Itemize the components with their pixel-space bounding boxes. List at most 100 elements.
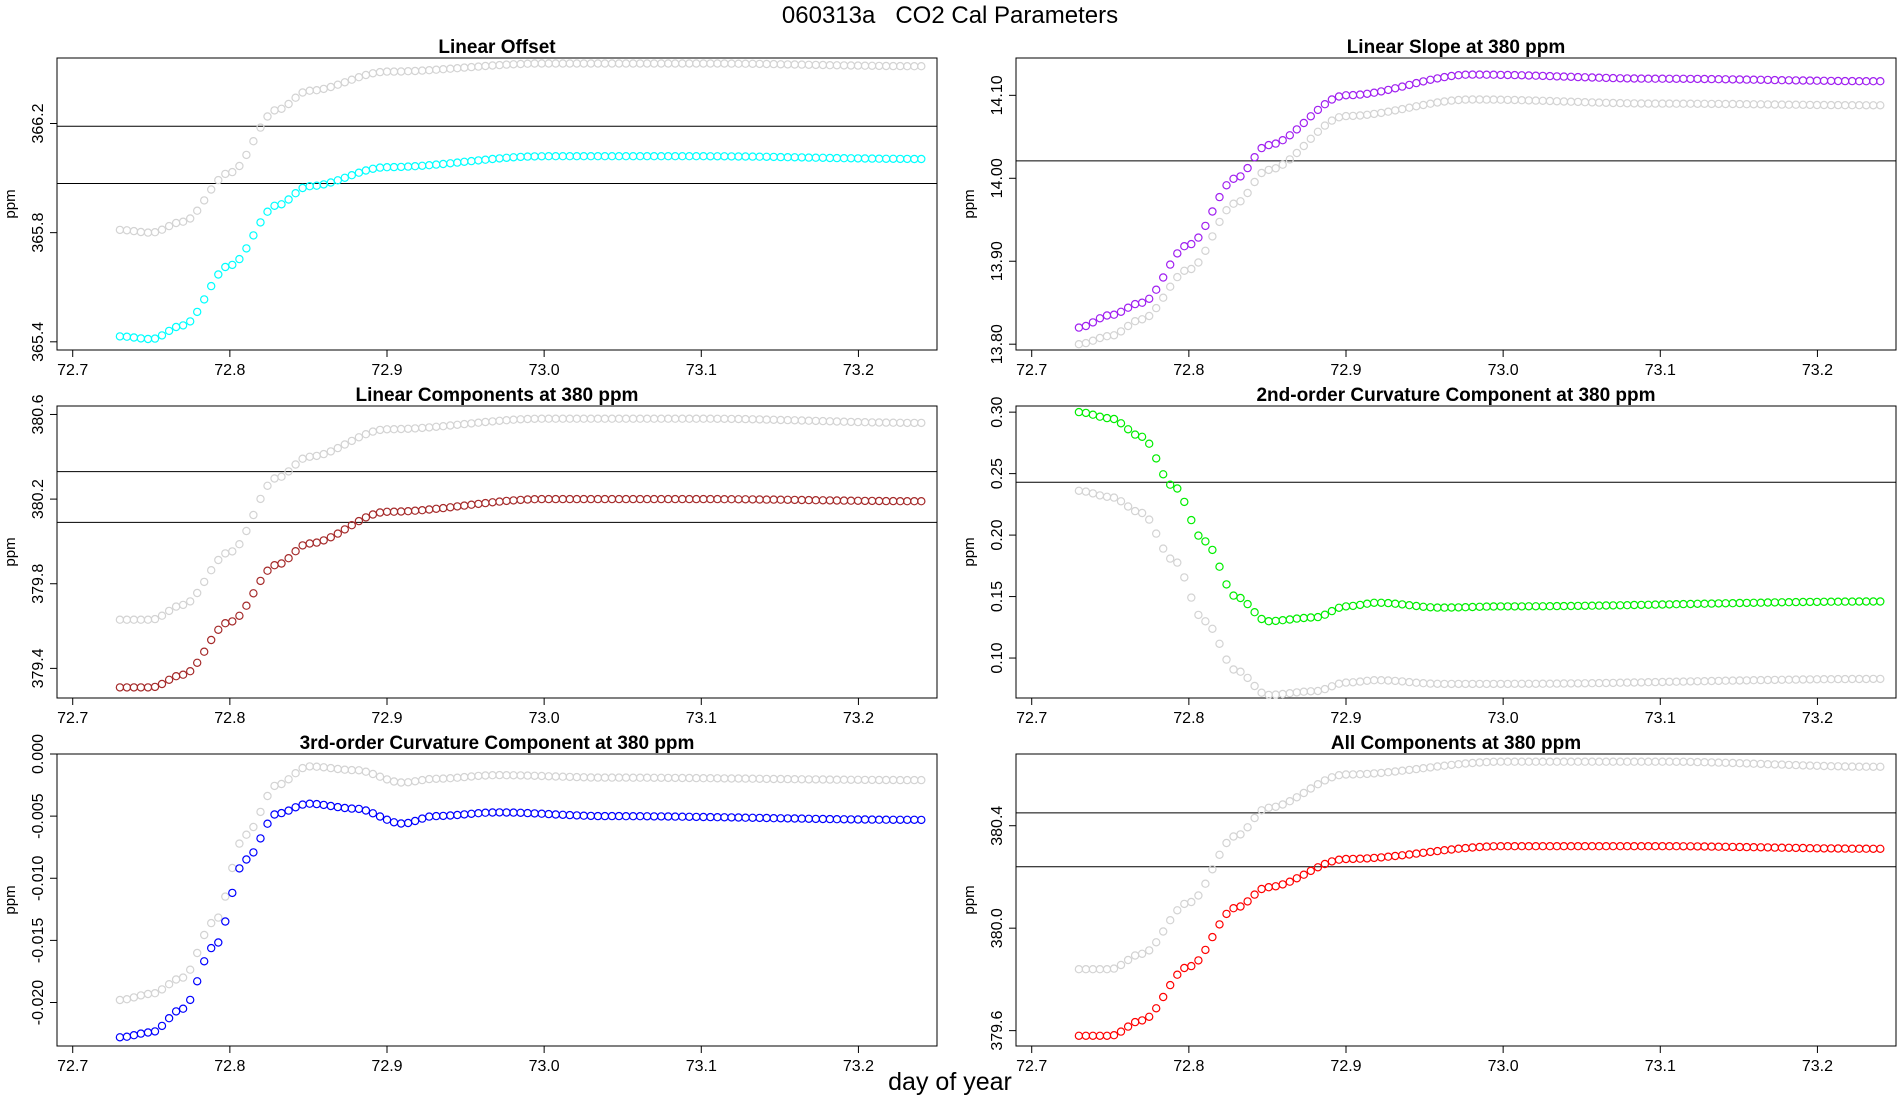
data-point <box>748 495 757 504</box>
data-point <box>361 806 371 815</box>
data-point <box>1320 684 1330 694</box>
data-point <box>1299 788 1309 798</box>
data-point <box>734 414 743 424</box>
data-point <box>881 815 891 824</box>
data-point <box>1102 492 1112 501</box>
data-point <box>1629 757 1639 766</box>
data-point <box>1707 74 1716 84</box>
data-point <box>1362 599 1372 608</box>
data-point <box>157 225 167 234</box>
data-point <box>1264 803 1273 813</box>
data-point <box>614 811 624 821</box>
data-point <box>720 414 729 423</box>
data-point <box>340 78 349 87</box>
data-point <box>1742 842 1751 852</box>
data-point <box>502 771 511 780</box>
data-point <box>1770 598 1780 607</box>
data-point <box>1531 757 1541 766</box>
data-point <box>495 60 504 70</box>
data-point <box>1594 678 1604 688</box>
data-point <box>403 66 413 76</box>
data-point <box>425 505 434 514</box>
data-point <box>1510 70 1519 80</box>
data-point <box>621 414 631 423</box>
data-point <box>896 154 905 164</box>
data-point <box>1426 847 1435 857</box>
data-point <box>755 59 764 69</box>
data-point <box>839 496 849 505</box>
data-point <box>1826 762 1836 771</box>
data-point <box>312 85 321 95</box>
y-tick-label: 380.0 <box>989 908 1006 948</box>
data-point <box>685 59 694 68</box>
data-point <box>122 683 132 692</box>
data-point <box>762 59 771 69</box>
data-point <box>403 507 413 516</box>
data-point <box>600 414 610 423</box>
data-point <box>614 414 624 423</box>
data-point <box>1608 678 1618 688</box>
data-point <box>263 791 272 801</box>
data-point <box>446 811 455 820</box>
data-point <box>1622 601 1632 610</box>
data-point <box>1257 806 1266 815</box>
data-point <box>1313 863 1323 872</box>
data-point <box>1489 757 1498 767</box>
data-point <box>621 773 631 782</box>
data-point <box>1629 842 1639 851</box>
data-point <box>136 683 146 692</box>
data-point <box>1088 318 1098 327</box>
data-point <box>1503 70 1512 80</box>
data-point <box>228 863 237 873</box>
data-point <box>1201 537 1210 546</box>
data-point <box>755 415 764 424</box>
data-point <box>607 414 617 423</box>
data-point <box>1861 101 1871 110</box>
data-point <box>143 989 153 999</box>
data-point <box>1109 1030 1119 1040</box>
data-point <box>129 993 139 1002</box>
data-point <box>206 281 216 291</box>
data-point <box>129 1030 139 1040</box>
data-point <box>903 154 912 164</box>
data-point <box>1538 71 1548 81</box>
series-reference <box>1074 95 1885 349</box>
data-point <box>1243 897 1252 906</box>
data-point <box>284 195 293 204</box>
data-point <box>1686 842 1695 851</box>
data-point <box>354 766 364 775</box>
data-point <box>762 774 771 784</box>
data-point <box>530 771 539 781</box>
data-point <box>1369 598 1379 608</box>
data-point <box>1074 965 1084 974</box>
series-red <box>1074 842 1885 1041</box>
data-point <box>1686 599 1695 609</box>
data-point <box>474 809 483 818</box>
data-point <box>1847 762 1857 771</box>
data-point <box>664 414 673 423</box>
data-point <box>671 812 680 821</box>
data-point <box>1749 100 1758 109</box>
data-point <box>1173 970 1182 979</box>
data-point <box>361 430 371 439</box>
data-point <box>762 813 771 823</box>
data-point <box>1651 99 1660 108</box>
data-point <box>1707 758 1716 767</box>
data-point <box>1165 980 1175 990</box>
x-tick-label: 72.8 <box>214 1058 245 1075</box>
data-point <box>1383 107 1393 116</box>
data-point <box>755 495 764 504</box>
data-point <box>1383 676 1393 685</box>
data-point <box>298 454 307 463</box>
data-point <box>326 533 335 542</box>
data-point <box>467 156 476 166</box>
data-point <box>657 151 666 161</box>
data-point <box>235 611 244 621</box>
data-point <box>1461 843 1470 853</box>
data-point <box>509 60 518 69</box>
data-point <box>776 415 785 425</box>
data-point <box>256 807 265 817</box>
data-point <box>1454 760 1463 769</box>
data-point <box>1665 757 1674 766</box>
data-point <box>1405 850 1414 859</box>
